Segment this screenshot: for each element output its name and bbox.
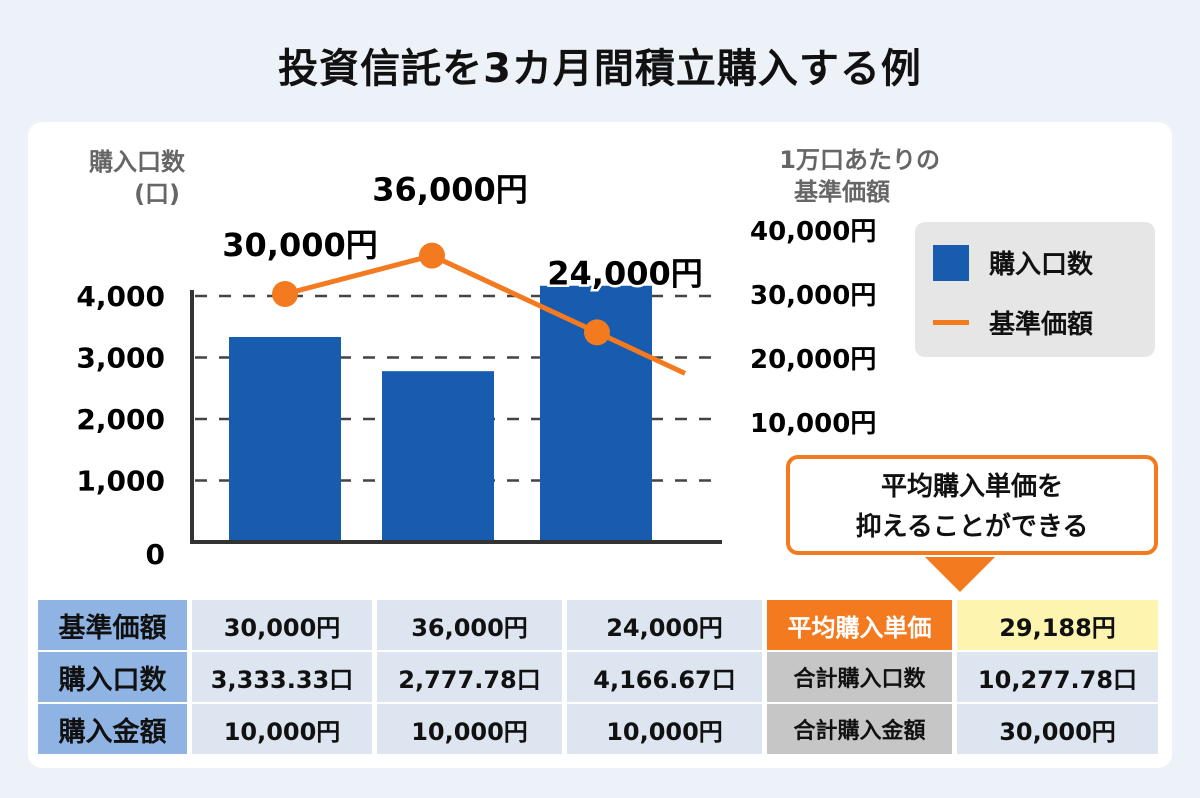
- left-tick-label: 1,000: [76, 465, 165, 498]
- left-tick-label: 2,000: [76, 403, 165, 436]
- row-header: 基準価額: [38, 600, 187, 650]
- right-axis-label: 1万口あたりの: [779, 146, 940, 174]
- summary-label: 合計購入口数: [767, 652, 952, 702]
- table-cell: 10,000円: [567, 704, 762, 754]
- price-data-label: 24,000円: [547, 254, 703, 292]
- left-tick-label: 3,000: [76, 342, 165, 375]
- price-point: [272, 281, 298, 307]
- price-data-label: 36,000円: [372, 171, 528, 209]
- callout-line-1: 平均購入単価を: [880, 472, 1063, 502]
- table-cell: 30,000円: [192, 600, 372, 650]
- bar: [229, 337, 341, 542]
- bar: [382, 371, 494, 542]
- table-cell: 36,000円: [377, 600, 562, 650]
- table-cell: 10,000円: [377, 704, 562, 754]
- summary-label: 平均購入単価: [767, 600, 952, 650]
- legend-label: 基準価額: [989, 310, 1094, 340]
- left-tick-label: 4,000: [76, 280, 165, 313]
- price-point: [584, 319, 610, 346]
- row-header: 購入口数: [38, 652, 187, 702]
- right-tick-label: 30,000円: [750, 281, 876, 311]
- legend-line-swatch: [933, 320, 969, 325]
- price-line: [284, 252, 687, 376]
- callout-box: 平均購入単価を 抑えることができる: [786, 455, 1158, 555]
- legend-label: 購入口数: [989, 250, 1094, 280]
- left-tick-label: 0: [146, 538, 165, 571]
- row-header: 購入金額: [38, 704, 187, 754]
- left-axis-label: 購入口数: [89, 148, 186, 176]
- price-data-label: 30,000円: [222, 226, 378, 264]
- summary-value: 29,188円: [957, 600, 1158, 650]
- table-cell: 24,000円: [567, 600, 762, 650]
- legend-bar-swatch: [933, 244, 969, 281]
- down-arrow-icon: [925, 557, 995, 592]
- legend: 購入口数 基準価額: [915, 222, 1155, 357]
- right-tick-label: 10,000円: [750, 409, 876, 439]
- legend-item-line: 基準価額: [933, 304, 1093, 341]
- table-cell: 4,166.67口: [567, 652, 762, 702]
- page-title: 投資信託を3カ月間積立購入する例: [278, 46, 922, 92]
- right-tick-label: 40,000円: [750, 217, 876, 247]
- right-tick-label: 20,000円: [750, 345, 876, 375]
- callout-line-2: 抑えることができる: [855, 512, 1089, 542]
- table-cell: 3,333.33口: [192, 652, 372, 702]
- table-cell: 2,777.78口: [377, 652, 562, 702]
- table-cell: 10,000円: [192, 704, 372, 754]
- right-axis-label-2: 基準価額: [794, 178, 890, 206]
- left-axis-unit: (口): [134, 180, 180, 208]
- summary-value: 30,000円: [957, 704, 1158, 754]
- summary-label: 合計購入金額: [767, 704, 952, 754]
- summary-value: 10,277.78口: [957, 652, 1158, 702]
- price-point: [419, 242, 445, 269]
- legend-item-bars: 購入口数: [933, 244, 1093, 281]
